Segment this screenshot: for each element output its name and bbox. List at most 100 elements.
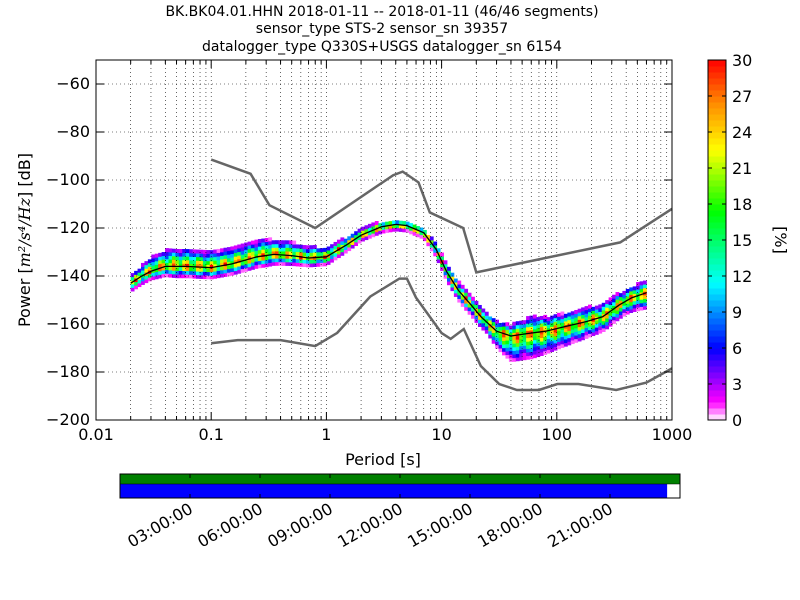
grid-lines — [95, 60, 673, 421]
heatmap-cell — [532, 325, 537, 330]
heatmap-cell — [398, 227, 403, 232]
heatmap-cell — [209, 271, 214, 276]
heatmap-cell — [244, 260, 248, 265]
heatmap-cell — [505, 343, 510, 348]
heatmap-cell — [281, 254, 286, 259]
heatmap-cell — [367, 234, 372, 239]
heatmap-cell — [151, 276, 156, 281]
heatmap-cell — [581, 314, 585, 319]
heatmap-cell — [244, 267, 248, 272]
heatmap-cell — [398, 224, 403, 229]
heatmap-cell — [264, 238, 269, 243]
heatmap-cell — [192, 271, 197, 276]
heatmap-cell — [622, 298, 627, 303]
heatmap-cell — [570, 332, 575, 337]
heatmap-cell — [560, 311, 565, 316]
colorbar-segment — [708, 390, 726, 397]
heatmap-cell — [230, 268, 235, 273]
heatmap-cell — [271, 243, 276, 248]
colorbar-segment — [708, 234, 726, 241]
heatmap-cell — [271, 251, 276, 256]
heatmap-cell — [505, 347, 510, 352]
heatmap-cell — [381, 225, 386, 230]
colorbar-tick-label: 18 — [732, 195, 752, 214]
heatmap-cell — [570, 318, 575, 323]
heatmap-cell — [171, 263, 176, 268]
heatmap-cell — [615, 306, 620, 311]
x-tick-label: 0.1 — [198, 425, 223, 444]
heatmap-cell — [151, 254, 156, 259]
heatmap-cell — [460, 284, 465, 289]
heatmap-cell — [615, 299, 620, 304]
heatmap-cell — [608, 319, 613, 324]
heatmap-cell — [639, 299, 644, 304]
heatmap-cell — [557, 320, 561, 325]
heatmap-cell — [539, 323, 544, 328]
heatmap-cell — [629, 290, 634, 295]
heatmap-cell — [409, 223, 414, 228]
heatmap-cell — [288, 240, 293, 245]
heatmap-cell — [612, 319, 616, 324]
heatmap-cell — [202, 271, 207, 276]
heatmap-cell — [257, 246, 262, 251]
heatmap-cell — [357, 228, 362, 233]
heatmap-cell — [319, 262, 324, 267]
heatmap-cell — [536, 342, 541, 347]
heatmap-cell — [409, 230, 414, 235]
colorbar-segment — [708, 126, 726, 133]
heatmap-cell — [247, 252, 252, 257]
heatmap-cell — [515, 357, 520, 362]
heatmap-cell — [292, 258, 297, 263]
heatmap-cell — [481, 319, 486, 324]
heatmap-cell — [591, 332, 596, 337]
heatmap-cell — [567, 334, 572, 339]
heatmap-cell — [584, 324, 589, 329]
heatmap-cell — [192, 249, 197, 254]
heatmap-cell — [450, 276, 455, 281]
heatmap-cell — [594, 305, 599, 310]
heatmap-cell — [612, 301, 616, 306]
heatmap-cell — [543, 322, 548, 327]
heatmap-cell — [316, 259, 321, 264]
heatmap-cell — [522, 345, 527, 350]
colorbar-segment — [708, 216, 726, 223]
heatmap-cell — [216, 248, 221, 253]
heatmap-cell — [608, 308, 613, 313]
heatmap-cell — [295, 258, 300, 263]
heatmap-cell — [168, 255, 173, 260]
heatmap-cell — [543, 318, 548, 323]
heatmap-cell — [257, 264, 262, 269]
heatmap-cell — [502, 344, 506, 349]
heatmap-cell — [134, 281, 138, 286]
heatmap-cell — [240, 250, 245, 255]
heatmap-cell — [622, 301, 627, 306]
heatmap-cell — [508, 329, 513, 334]
heatmap-cell — [206, 271, 211, 276]
heatmap-cell — [171, 266, 176, 271]
heatmap-cell — [457, 287, 462, 292]
heatmap-cell — [392, 224, 396, 229]
heatmap-cell — [546, 349, 551, 354]
heatmap-cell — [636, 292, 640, 297]
heatmap-cell — [553, 342, 558, 347]
heatmap-cell — [416, 233, 420, 238]
heatmap-cell — [608, 304, 613, 309]
heatmap-cell — [471, 296, 475, 301]
heatmap-cell — [285, 251, 290, 256]
heatmap-cell — [209, 253, 214, 258]
heatmap-cell — [343, 245, 348, 250]
heatmap-cell — [285, 261, 290, 266]
heatmap-cell — [584, 334, 589, 339]
heatmap-cell — [223, 258, 228, 263]
heatmap-cell — [484, 318, 489, 323]
heatmap-cell — [295, 244, 300, 249]
heatmap-cell — [158, 274, 163, 279]
heatmap-cell — [557, 338, 561, 343]
heatmap-cell — [302, 259, 307, 264]
heatmap-cell — [254, 246, 259, 251]
heatmap-cell — [502, 326, 506, 331]
heatmap-cell — [271, 258, 276, 263]
heatmap-cell — [508, 343, 513, 348]
heatmap-cell — [333, 252, 338, 257]
heatmap-cell — [553, 317, 558, 322]
